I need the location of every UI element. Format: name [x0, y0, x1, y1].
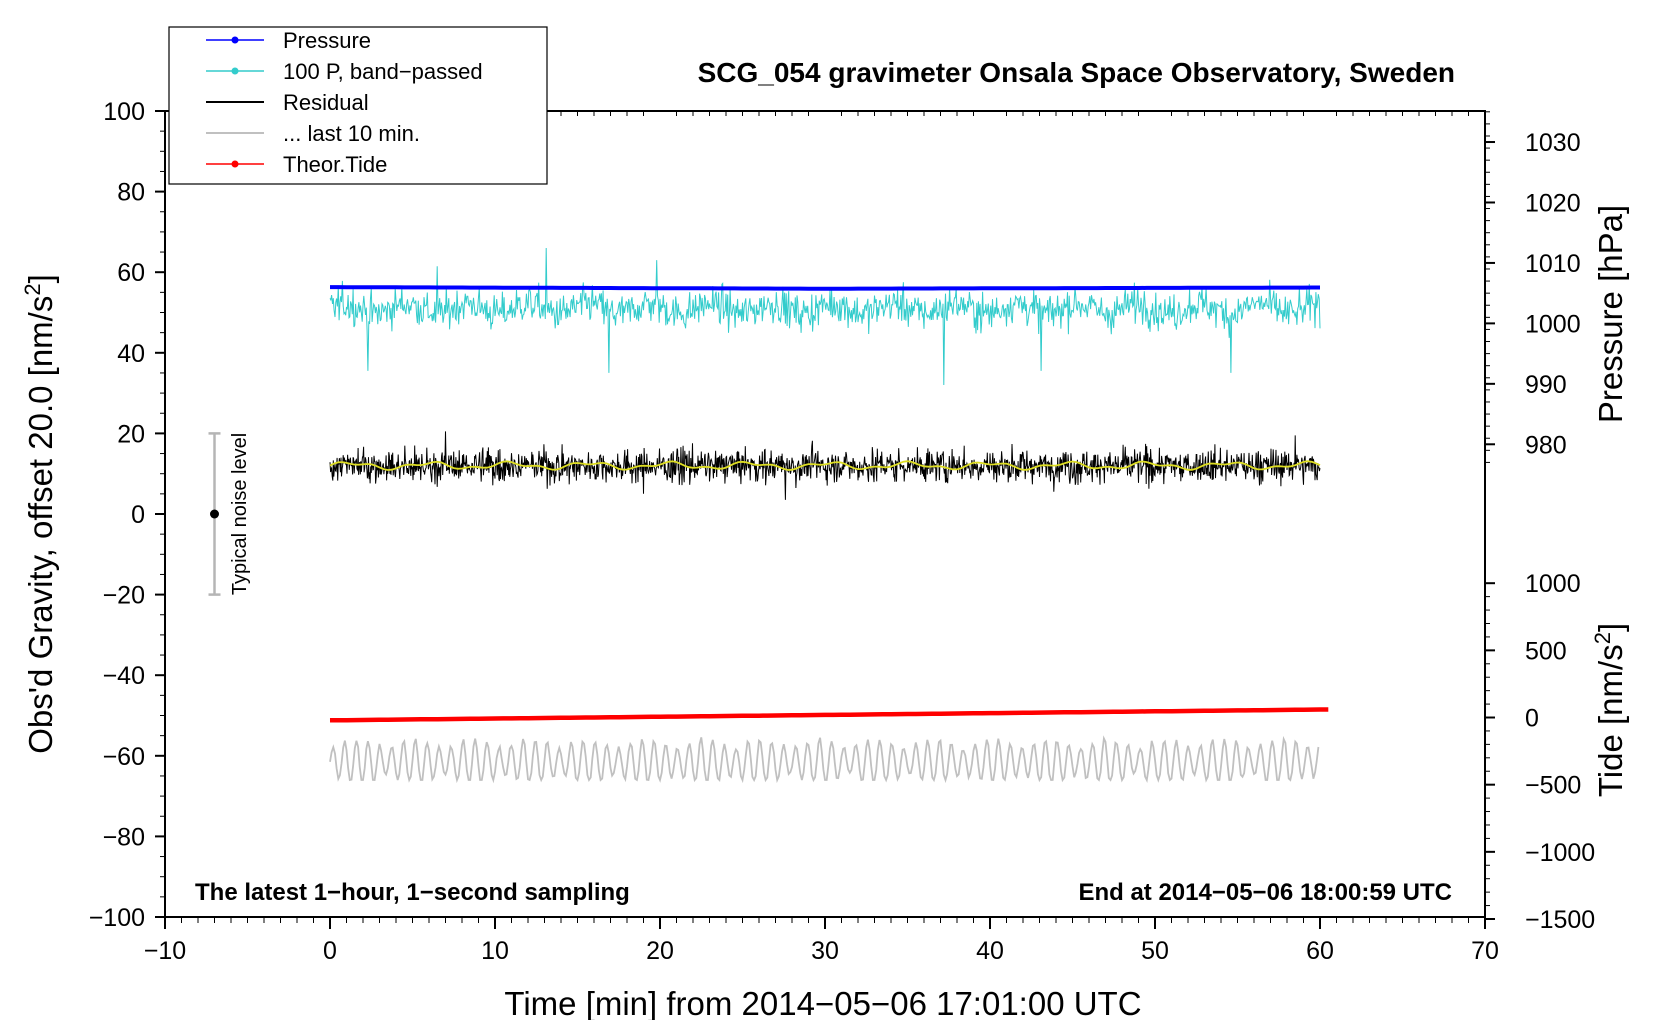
tide-tick-label: 0	[1525, 705, 1539, 733]
x-tick-label: 30	[811, 937, 839, 965]
legend-box	[168, 26, 548, 185]
y-left-tick-label: 0	[131, 501, 145, 529]
y-left-tick-label: −20	[103, 582, 145, 610]
y-right-top-axis-title: Pressure [hPa]	[1592, 205, 1629, 423]
y-right-axis: 1030 1020 1010 1000 990 980 1000 500 0 −500 −1000 −…	[1485, 111, 1595, 934]
series-last-10-min	[329, 735, 1320, 784]
x-tick-label: 60	[1306, 937, 1334, 965]
series-pressure	[330, 285, 1320, 291]
tide-tick-label: 1000	[1525, 570, 1581, 598]
y-right-bottom-axis-title: Tide [nm/s2]	[1590, 623, 1629, 797]
y-left-tick-label: 100	[103, 98, 145, 126]
series-layer	[329, 247, 1329, 784]
x-tick-label: 50	[1141, 937, 1169, 965]
legend-entry-pressure: Pressure	[206, 28, 371, 53]
pressure-tick-label: 990	[1525, 371, 1567, 399]
pressure-tick-label: 1030	[1525, 129, 1581, 157]
tide-tick-label: −500	[1525, 772, 1581, 800]
x-tick-label: 20	[646, 937, 674, 965]
y-left-axis: 100 80 60 40 20 0 −20 −40 −60 −80 −100	[89, 98, 165, 932]
y-left-tick-label: −40	[103, 662, 145, 690]
y-left-tick-label: 40	[117, 340, 145, 368]
series-theor-tide	[329, 707, 1329, 723]
annotation-left: The latest 1−hour, 1−second sampling	[195, 879, 630, 906]
annotation-right: End at 2014−05−06 18:00:59 UTC	[1078, 879, 1452, 906]
legend: Pressure 100 P, band−passed Residual ...…	[168, 26, 548, 185]
series-residual	[329, 431, 1321, 500]
pressure-tick-label: 1010	[1525, 250, 1581, 278]
series-residual-smoothed	[329, 460, 1321, 471]
x-tick-label: −10	[144, 937, 186, 965]
x-axis-title: Time [min] from 2014−05−06 17:01:00 UTC	[504, 985, 1141, 1020]
pressure-tick-label: 1020	[1525, 189, 1581, 217]
x-axis: −10 0 10 20 30 40 50 60 70	[144, 111, 1499, 965]
pressure-tick-label: 980	[1525, 431, 1567, 459]
x-tick-label: 10	[481, 937, 509, 965]
legend-entry-residual: Residual	[206, 90, 369, 115]
y-left-tick-label: −80	[103, 823, 145, 851]
tide-tick-label: −1000	[1525, 839, 1595, 867]
legend-label-tide: Theor.Tide	[283, 152, 387, 177]
x-tick-label: 70	[1471, 937, 1499, 965]
tide-tick-label: 500	[1525, 637, 1567, 665]
x-tick-label: 0	[323, 937, 337, 965]
noise-label: Typical noise level	[229, 433, 251, 595]
legend-label-last10: ... last 10 min.	[283, 121, 420, 146]
noise-bar: Typical noise level	[208, 432, 251, 596]
y-left-tick-label: 20	[117, 420, 145, 448]
legend-entry-last10: ... last 10 min.	[206, 121, 420, 146]
legend-entry-tide: Theor.Tide	[206, 152, 387, 177]
legend-label-pressure: Pressure	[283, 28, 371, 53]
chart-title: SCG_054 gravimeter Onsala Space Observat…	[698, 57, 1455, 88]
legend-label-residual: Residual	[283, 90, 369, 115]
series-bandpassed-pressure	[329, 247, 1321, 386]
y-left-tick-label: 60	[117, 259, 145, 287]
tide-tick-label: −1500	[1525, 906, 1595, 934]
x-tick-label: 40	[976, 937, 1004, 965]
legend-entry-bandpassed: 100 P, band−passed	[206, 59, 483, 84]
y-left-tick-label: −100	[89, 904, 145, 932]
legend-label-bandpassed: 100 P, band−passed	[283, 59, 483, 84]
y-left-axis-title: Obs'd Gravity, offset 20.0 [nm/s2]	[20, 274, 59, 754]
y-left-tick-label: 80	[117, 179, 145, 207]
y-left-tick-label: −60	[103, 743, 145, 771]
pressure-tick-label: 1000	[1525, 310, 1581, 338]
